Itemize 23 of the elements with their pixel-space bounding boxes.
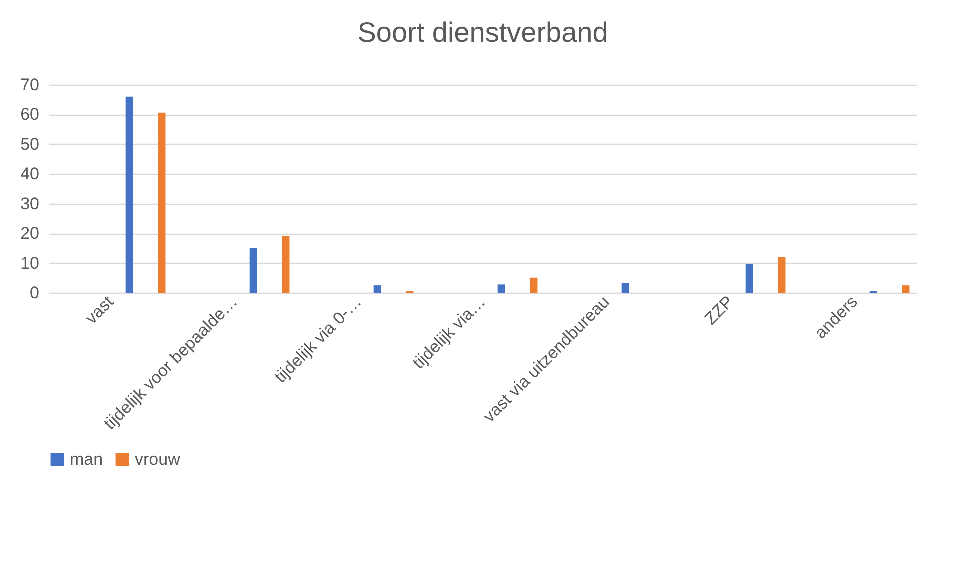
bar bbox=[622, 283, 630, 293]
bar bbox=[282, 236, 290, 293]
bar bbox=[158, 112, 166, 293]
bar bbox=[250, 248, 258, 293]
bar bbox=[498, 284, 506, 293]
y-tick-label: 70 bbox=[20, 76, 40, 94]
y-tick-label: 0 bbox=[30, 284, 40, 302]
y-tick-label: 60 bbox=[20, 105, 40, 124]
legend-label: vrouw bbox=[135, 450, 182, 469]
y-tick-label: 30 bbox=[20, 194, 40, 214]
chart-title: Soort dienstverband bbox=[358, 17, 608, 48]
bar bbox=[126, 96, 134, 293]
bar bbox=[746, 264, 754, 293]
bar bbox=[530, 278, 538, 293]
bar bbox=[902, 286, 910, 293]
y-tick-label: 10 bbox=[20, 254, 40, 273]
x-tick-label: vast bbox=[82, 292, 118, 328]
bar bbox=[778, 257, 786, 293]
bar bbox=[374, 286, 382, 293]
y-tick-label: 40 bbox=[20, 164, 40, 184]
y-tick-label: 50 bbox=[20, 134, 40, 154]
y-tick-label: 20 bbox=[20, 224, 40, 244]
legend-label: man bbox=[70, 450, 104, 469]
